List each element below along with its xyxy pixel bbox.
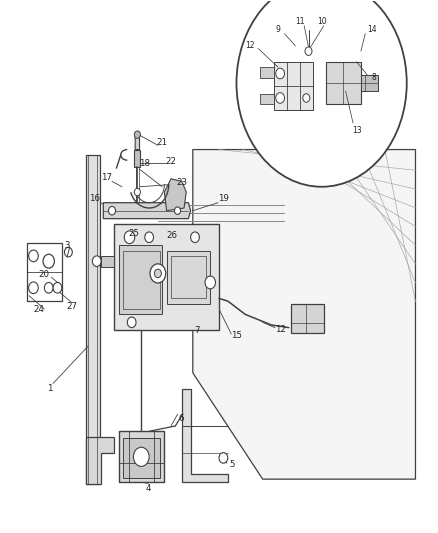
Text: 24: 24 (34, 304, 45, 313)
Text: 14: 14 (367, 26, 377, 35)
Polygon shape (261, 67, 274, 78)
Polygon shape (86, 437, 114, 484)
Text: 26: 26 (166, 231, 177, 240)
Polygon shape (274, 62, 313, 110)
Bar (171, 256, 206, 298)
Bar (291, 304, 324, 333)
Text: 23: 23 (177, 178, 187, 187)
Text: 15: 15 (231, 331, 242, 340)
Circle shape (134, 447, 149, 466)
Text: 20: 20 (39, 270, 50, 279)
Circle shape (305, 47, 312, 55)
Text: 22: 22 (166, 157, 177, 166)
Text: 6: 6 (178, 414, 184, 423)
Polygon shape (101, 256, 114, 266)
Bar (86, 155, 100, 484)
Text: 4: 4 (145, 484, 151, 493)
Circle shape (219, 453, 228, 463)
Circle shape (191, 232, 199, 243)
Text: 11: 11 (295, 18, 304, 27)
Circle shape (64, 247, 72, 257)
Circle shape (237, 0, 407, 187)
Text: 27: 27 (67, 302, 78, 311)
Polygon shape (193, 150, 416, 479)
Text: 18: 18 (139, 159, 150, 168)
Polygon shape (114, 224, 219, 330)
Circle shape (43, 254, 54, 268)
Text: 1: 1 (47, 384, 53, 393)
Circle shape (127, 317, 136, 328)
Polygon shape (361, 75, 378, 91)
Text: 10: 10 (317, 18, 326, 27)
Text: 21: 21 (157, 138, 168, 147)
Polygon shape (182, 389, 228, 482)
Circle shape (276, 68, 285, 79)
Circle shape (174, 207, 180, 214)
Bar (119, 431, 164, 482)
Circle shape (53, 282, 62, 293)
Polygon shape (326, 62, 361, 104)
Circle shape (205, 276, 215, 289)
Circle shape (28, 282, 38, 294)
Circle shape (92, 256, 101, 266)
Circle shape (109, 206, 116, 215)
Text: 9: 9 (276, 26, 280, 35)
Circle shape (276, 93, 285, 103)
Circle shape (145, 232, 153, 243)
Circle shape (28, 250, 38, 262)
Text: 3: 3 (64, 241, 70, 250)
Text: 12: 12 (245, 42, 254, 51)
Circle shape (303, 94, 310, 102)
Bar (134, 150, 141, 166)
Polygon shape (164, 179, 186, 211)
Text: 8: 8 (371, 73, 376, 82)
Text: 19: 19 (218, 194, 229, 203)
Circle shape (134, 188, 141, 196)
Circle shape (44, 282, 53, 293)
Circle shape (154, 269, 161, 278)
Polygon shape (103, 203, 191, 219)
Text: 12: 12 (275, 325, 286, 334)
Polygon shape (135, 134, 140, 150)
Bar (166, 251, 210, 304)
Polygon shape (261, 94, 274, 104)
Circle shape (124, 231, 135, 244)
Text: 13: 13 (352, 126, 361, 135)
Bar (119, 245, 162, 314)
Text: 17: 17 (101, 173, 112, 182)
Text: 16: 16 (89, 194, 100, 203)
Text: 25: 25 (128, 229, 139, 238)
Bar (123, 251, 160, 309)
Bar (27, 243, 62, 301)
Circle shape (150, 264, 166, 283)
Bar (123, 438, 160, 478)
Text: 7: 7 (194, 326, 200, 335)
Circle shape (134, 131, 141, 139)
Text: 5: 5 (230, 460, 235, 469)
